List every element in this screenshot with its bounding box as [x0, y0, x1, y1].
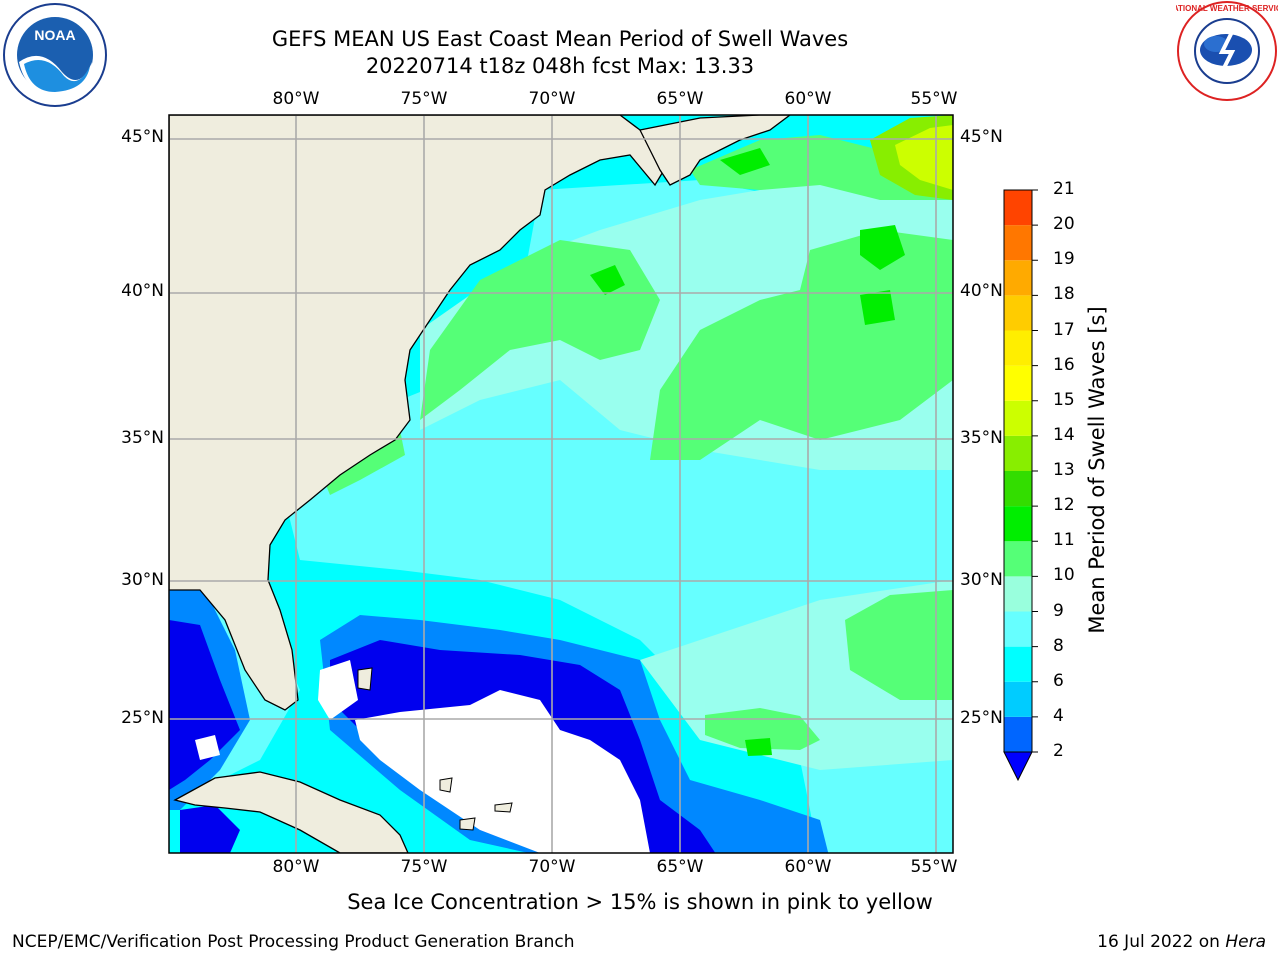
colorbar-tick-label: 10	[1053, 565, 1075, 586]
colorbar-segment	[1004, 506, 1032, 542]
lon-label-bottom: 75°W	[400, 857, 448, 877]
footer-date-text: 16 Jul 2022 on	[1097, 932, 1220, 952]
lat-label-right: 25°N	[960, 708, 1003, 728]
lat-label-left: 40°N	[121, 281, 164, 301]
colorbar-segment	[1004, 716, 1032, 752]
lon-label-top: 75°W	[400, 89, 448, 109]
lat-label-right: 45°N	[960, 127, 1003, 147]
colorbar-segment	[1004, 435, 1032, 471]
colorbar-tick-label: 21	[1053, 179, 1075, 199]
noaa-logo: NOAA	[3, 3, 107, 107]
lat-label-left: 25°N	[121, 708, 164, 728]
lon-label-top: 70°W	[528, 89, 576, 109]
land-cuba	[173, 771, 409, 853]
colorbar-segment	[1004, 295, 1032, 331]
colorbar-under-arrow	[1003, 751, 1033, 782]
colorbar-segment	[1004, 541, 1032, 577]
colorbar-tick-label: 13	[1053, 460, 1075, 480]
colorbar-segment	[1004, 576, 1032, 612]
colorbar-tick-label: 12	[1053, 495, 1075, 516]
colorbar	[1003, 189, 1038, 782]
colorbar-tick-label: 17	[1053, 319, 1075, 340]
colorbar-tick-label: 4	[1053, 705, 1064, 726]
lon-label-bottom: 70°W	[528, 857, 576, 877]
footer-credit: NCEP/EMC/Verification Post Processing Pr…	[12, 932, 575, 952]
colorbar-tick-label: 6	[1053, 670, 1064, 691]
lon-label-top: 65°W	[656, 89, 704, 109]
lon-label-bottom: 80°W	[272, 857, 320, 877]
map-title: GEFS MEAN US East Coast Mean Period of S…	[271, 27, 849, 51]
colorbar-tick-label: 15	[1053, 389, 1075, 410]
nws-logo: NATIONAL WEATHER SERVICE	[1176, 1, 1278, 101]
colorbar-tick-label: 11	[1053, 530, 1075, 551]
colorbar-tick-label: 2	[1053, 741, 1064, 761]
lon-label-bottom: 55°W	[910, 857, 958, 877]
colorbar-segment	[1004, 365, 1032, 401]
lat-label-right: 30°N	[960, 570, 1003, 590]
colorbar-tick-label: 16	[1053, 354, 1075, 375]
missing-data-area	[355, 690, 650, 853]
lat-label-right: 35°N	[960, 428, 1003, 448]
colorbar-segment	[1004, 225, 1032, 261]
colorbar-tick-label: 8	[1053, 635, 1064, 656]
lat-label-left: 35°N	[121, 428, 164, 448]
lat-label-right: 40°N	[960, 281, 1003, 301]
colorbar-segment	[1004, 260, 1032, 296]
colorbar-segment	[1004, 681, 1032, 717]
map-subtitle: 20220714 t18z 048h fcst Max: 13.33	[365, 54, 755, 78]
footer-machine: Hera	[1225, 932, 1266, 952]
map-frame	[168, 114, 954, 854]
lat-label-left: 45°N	[121, 127, 164, 147]
lat-label-left: 30°N	[121, 570, 164, 590]
colorbar-segment	[1004, 400, 1032, 436]
colorbar-tick-label: 9	[1053, 600, 1064, 621]
colorbar-segment	[1004, 330, 1032, 366]
colorbar-tick-label: 18	[1053, 284, 1075, 305]
sea-ice-note: Sea Ice Concentration > 15% is shown in …	[347, 890, 933, 914]
colorbar-segment	[1004, 190, 1032, 226]
colorbar-segment	[1004, 471, 1032, 507]
noaa-logo-text: NOAA	[34, 27, 75, 43]
colorbar-title: Mean Period of Swell Waves [s]	[1085, 306, 1109, 634]
colorbar-tick-label: 19	[1053, 249, 1075, 270]
colorbar-segment	[1004, 646, 1032, 682]
lon-label-bottom: 60°W	[784, 857, 832, 877]
lon-label-top: 80°W	[272, 89, 320, 109]
lon-label-top: 60°W	[784, 89, 832, 109]
land-north-america	[169, 115, 671, 711]
lon-label-top: 55°W	[910, 89, 958, 109]
colorbar-tick-label: 14	[1053, 424, 1075, 445]
footer-date: 16 Jul 2022 on Hera	[1097, 932, 1266, 952]
graticule	[169, 115, 953, 853]
lon-label-bottom: 65°W	[656, 857, 704, 877]
colorbar-tick-label: 20	[1053, 214, 1075, 235]
nws-logo-text: NATIONAL WEATHER SERVICE	[1176, 4, 1278, 13]
colorbar-segment	[1004, 611, 1032, 647]
